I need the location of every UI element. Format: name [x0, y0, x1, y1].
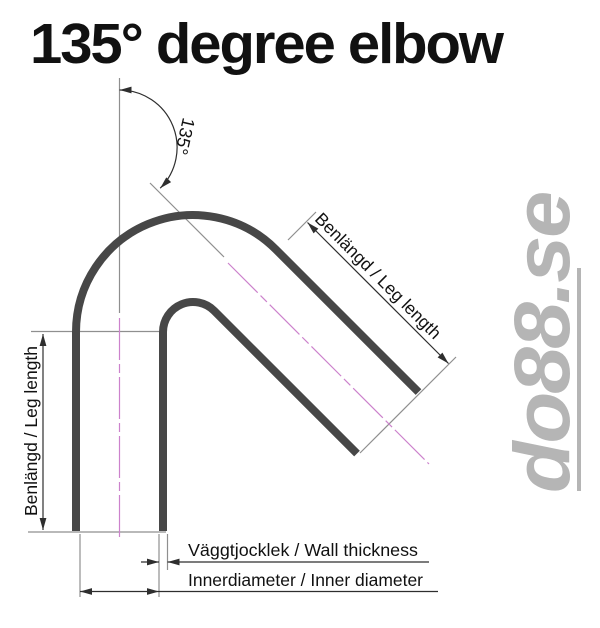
pipe-inner-wall: [159, 298, 360, 531]
diagonal-leg-length-label: Benlängd / Leg length: [311, 209, 445, 343]
wall-thickness-label: Väggtjocklek / Wall thickness: [188, 540, 418, 560]
watermark: do88.se: [497, 193, 586, 493]
centerlines: [118, 262, 430, 540]
elbow-pipe: [72, 211, 422, 531]
diagonal-leg-dimension-line: [307, 222, 449, 364]
angle-arc: [119, 86, 178, 189]
pipe-outer-wall: [72, 211, 422, 531]
diagonal-centerline-extension: [149, 182, 225, 258]
diagonal-dim-start-tick: [287, 211, 317, 241]
inner-diameter-label: Innerdiameter / Inner diameter: [188, 570, 423, 590]
left-leg-length-label: Benlängd / Leg length: [21, 346, 41, 516]
diagonal-leg-centerline: [227, 262, 430, 465]
watermark-text: do88.se: [497, 193, 586, 493]
page-title: 135° degree elbow: [30, 12, 505, 76]
angle-value-label: 135°: [171, 116, 199, 157]
dimension-lines: [39, 86, 449, 595]
diagonal-end-face-line: [359, 356, 457, 454]
